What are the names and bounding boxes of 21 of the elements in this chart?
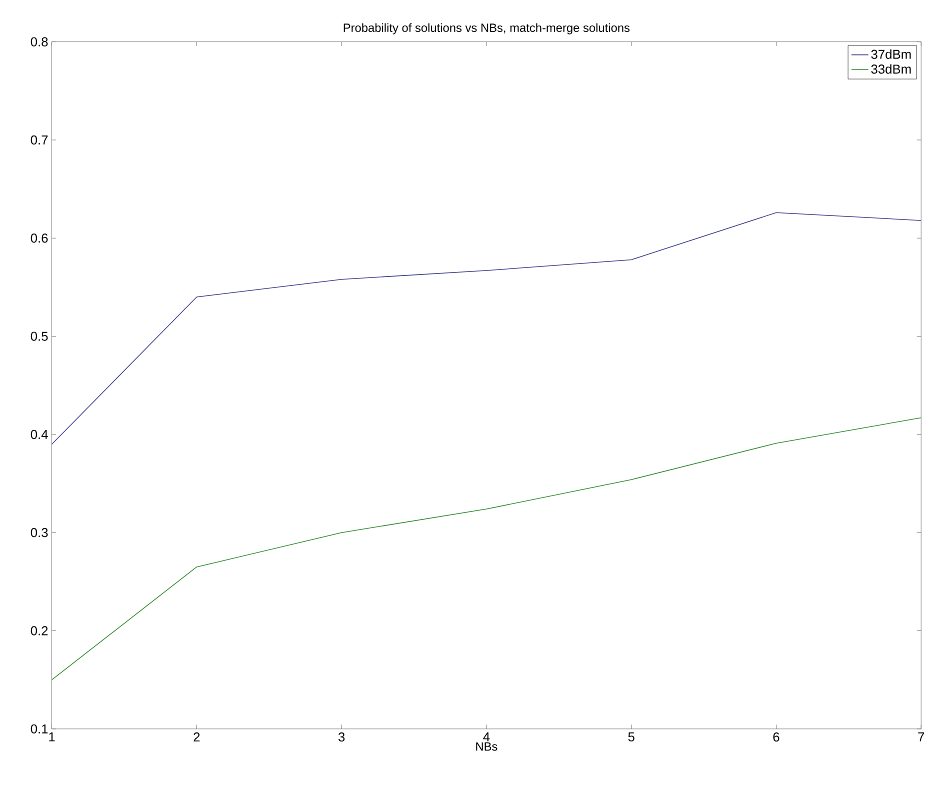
- line-series: [52, 418, 922, 680]
- y-tick-label: 0.8: [30, 37, 48, 47]
- x-tick-label: 1: [49, 732, 55, 742]
- x-tick-label: 3: [338, 732, 345, 742]
- x-tick-label: 4: [483, 732, 490, 742]
- legend-label: 33dBm: [871, 64, 911, 74]
- y-tick-label: 0.1: [30, 724, 48, 734]
- x-tick-label: 2: [194, 732, 200, 742]
- chart-title: Probability of solutions vs NBs, match-merge solutions: [344, 23, 630, 34]
- y-tick-label: 0.3: [30, 528, 48, 538]
- legend-label: 37dBm: [871, 50, 911, 60]
- y-tick-label: 0.5: [30, 332, 48, 342]
- y-tick-label: 0.4: [30, 430, 48, 440]
- x-tick-label: 5: [628, 732, 634, 742]
- x-axis-title: NBs: [476, 742, 498, 751]
- x-tick-label: 6: [773, 732, 780, 742]
- x-tick-label: 7: [918, 732, 924, 742]
- y-tick-label: 0.7: [30, 136, 48, 145]
- line-series: [52, 212, 922, 445]
- y-tick-label: 0.2: [30, 626, 48, 636]
- y-tick-label: 0.6: [30, 234, 48, 243]
